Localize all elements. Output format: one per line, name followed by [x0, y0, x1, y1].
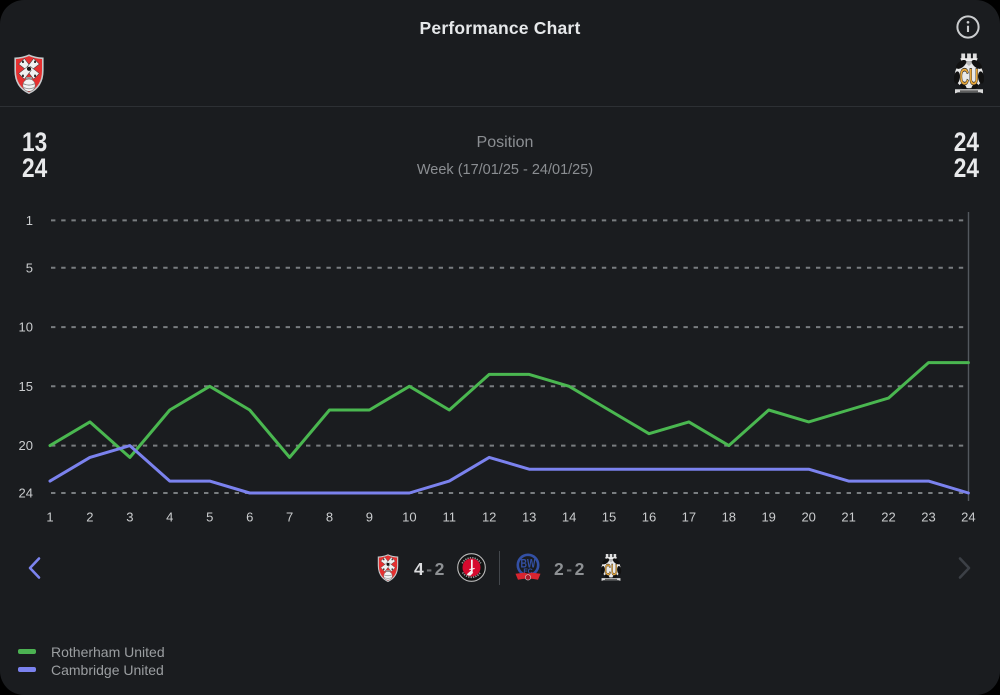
svg-text:11: 11 [443, 510, 457, 525]
svg-text:1: 1 [26, 213, 33, 228]
svg-text:19: 19 [761, 510, 775, 525]
svg-text:14: 14 [562, 510, 576, 525]
svg-text:15: 15 [602, 510, 616, 525]
svg-text:13: 13 [522, 510, 536, 525]
svg-text:1: 1 [46, 510, 53, 525]
svg-text:20: 20 [801, 510, 815, 525]
svg-text:24: 24 [19, 486, 33, 501]
svg-text:3: 3 [126, 510, 133, 525]
svg-text:17: 17 [682, 510, 696, 525]
svg-text:FC: FC [523, 569, 532, 576]
svg-text:4: 4 [166, 510, 173, 525]
svg-text:18: 18 [722, 510, 736, 525]
svg-text:22: 22 [881, 510, 895, 525]
svg-text:5: 5 [26, 260, 33, 275]
svg-text:6: 6 [246, 510, 253, 525]
svg-text:10: 10 [19, 320, 33, 335]
svg-text:2: 2 [86, 510, 93, 525]
svg-text:BW: BW [521, 557, 536, 571]
svg-text:10: 10 [402, 510, 416, 525]
svg-text:24: 24 [961, 510, 975, 525]
svg-text:8: 8 [326, 510, 333, 525]
svg-text:16: 16 [642, 510, 656, 525]
svg-text:7: 7 [286, 510, 293, 525]
svg-text:5: 5 [206, 510, 213, 525]
svg-text:CU: CU [605, 560, 618, 579]
svg-text:12: 12 [482, 510, 496, 525]
svg-text:CU: CU [960, 64, 979, 91]
svg-text:21: 21 [841, 510, 855, 525]
svg-text:9: 9 [366, 510, 373, 525]
svg-text:15: 15 [19, 379, 33, 394]
svg-text:23: 23 [921, 510, 935, 525]
svg-text:20: 20 [19, 438, 33, 453]
